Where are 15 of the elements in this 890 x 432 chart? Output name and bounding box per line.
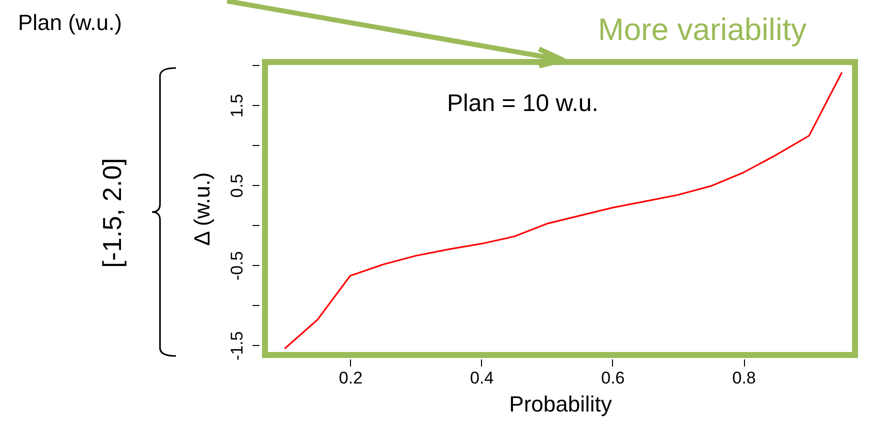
x-tick-label: 0.6 [601, 368, 625, 388]
annotation: Plan = 10 w.u. [447, 90, 598, 117]
x-axis-title: Probability [509, 392, 612, 416]
y-tick-label: 0.5 [228, 174, 246, 198]
y-tick-label: 1.5 [228, 94, 246, 118]
line-series [284, 72, 843, 350]
y-tick-label: -0.5 [228, 251, 246, 280]
x-tick-label: 0.2 [338, 368, 363, 388]
x-tick-label: 0.8 [732, 368, 756, 388]
text: Plan (w.u.) [18, 10, 122, 35]
y-tick-label: -1.5 [228, 331, 246, 361]
text: [-1.5, 2.0] [97, 158, 127, 268]
x-tick-label: 0.4 [470, 368, 494, 388]
y-axis-title: Δ (w.u.) [190, 172, 214, 246]
text: More variability [598, 12, 806, 47]
